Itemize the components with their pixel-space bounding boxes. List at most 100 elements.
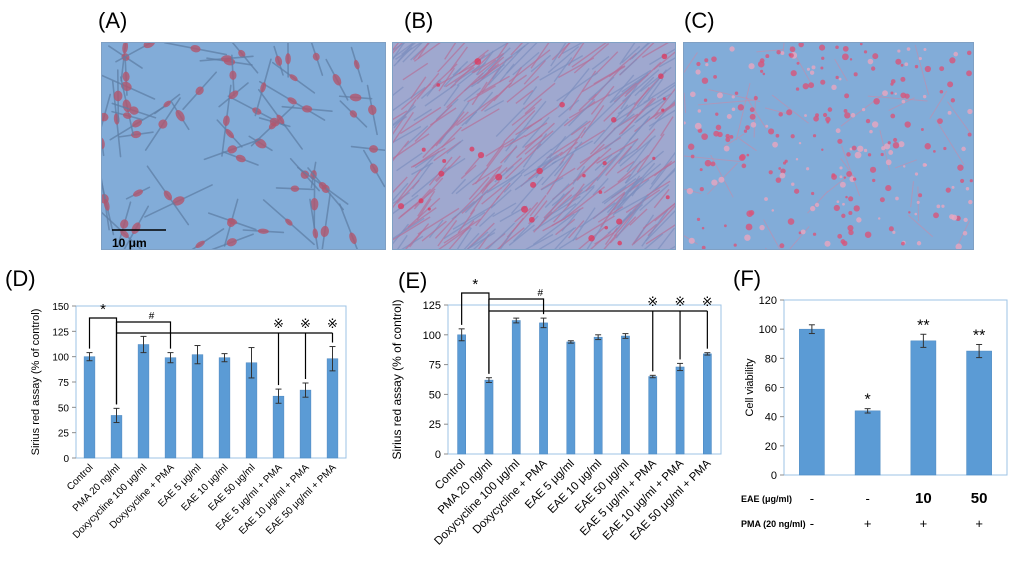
cell-body xyxy=(368,104,377,116)
fiber xyxy=(480,166,502,192)
cell-network xyxy=(745,96,767,129)
fiber xyxy=(393,115,407,127)
fiber xyxy=(645,210,675,242)
y-tick-label: 100 xyxy=(52,353,69,364)
fiber xyxy=(478,212,496,228)
red-spot xyxy=(924,143,931,150)
cell-body xyxy=(190,44,201,53)
red-spot xyxy=(871,66,876,71)
cell-network xyxy=(929,90,948,119)
fiber xyxy=(592,177,609,196)
red-spot xyxy=(867,58,874,65)
cell-body xyxy=(103,199,110,211)
red-spot xyxy=(898,141,905,148)
cell-body xyxy=(227,218,238,225)
fiber xyxy=(604,227,618,246)
fiber xyxy=(393,176,408,194)
red-spot xyxy=(865,118,871,124)
red-spot xyxy=(901,241,905,246)
red-spot xyxy=(582,173,586,178)
red-spot xyxy=(949,57,956,64)
red-spot xyxy=(794,188,800,194)
red-spot xyxy=(900,76,906,82)
red-spot xyxy=(699,186,704,192)
red-spot xyxy=(768,170,773,175)
bar xyxy=(621,335,630,455)
panel-label-a: (A) xyxy=(98,8,128,33)
bar xyxy=(799,328,825,476)
red-spot xyxy=(892,141,900,149)
fiber xyxy=(464,91,494,125)
fiber xyxy=(641,169,675,202)
red-spot xyxy=(822,112,828,118)
red-spot xyxy=(872,178,876,183)
fiber xyxy=(662,103,675,114)
cell-network xyxy=(684,92,687,114)
fiber xyxy=(617,113,635,128)
fiber xyxy=(393,182,409,202)
fiber xyxy=(414,154,434,169)
fiber xyxy=(551,140,594,165)
red-spot xyxy=(787,218,795,225)
fiber xyxy=(396,152,423,172)
red-spot xyxy=(836,200,840,204)
fiber xyxy=(525,233,554,249)
fiber xyxy=(422,119,459,159)
treatment-value: + xyxy=(864,516,872,531)
y-tick-label: 100 xyxy=(759,324,777,336)
red-spot xyxy=(966,70,972,77)
red-spot xyxy=(936,204,941,209)
cell-network xyxy=(698,99,756,106)
red-spot xyxy=(588,235,595,242)
fiber xyxy=(561,43,583,55)
cell-body xyxy=(223,115,230,126)
fiber xyxy=(393,43,413,59)
cell-body xyxy=(238,49,246,58)
fiber xyxy=(515,89,534,105)
fiber xyxy=(639,184,670,212)
red-spot xyxy=(827,107,833,112)
red-spot xyxy=(961,146,966,152)
fiber xyxy=(657,227,675,249)
y-axis-label: Sirius red assay (% of control) xyxy=(390,299,404,459)
red-spot xyxy=(718,176,725,183)
red-spot xyxy=(904,121,911,128)
fiber xyxy=(505,157,523,173)
fiber xyxy=(617,185,639,211)
fiber xyxy=(437,220,458,247)
fiber xyxy=(508,49,551,83)
red-spot xyxy=(901,99,906,104)
fiber xyxy=(520,148,553,175)
cell-network xyxy=(723,133,745,148)
cell-body xyxy=(122,43,129,54)
red-spot xyxy=(809,70,815,75)
cell-body xyxy=(129,106,139,115)
red-spot xyxy=(789,46,796,53)
fiber xyxy=(646,180,671,197)
fiber xyxy=(407,197,441,228)
cell-network xyxy=(910,181,914,208)
fiber xyxy=(514,160,557,191)
fiber xyxy=(648,109,675,127)
red-spot xyxy=(867,153,872,157)
red-spot xyxy=(815,113,819,118)
cell-network xyxy=(894,159,917,169)
red-spot xyxy=(847,225,854,232)
red-spot xyxy=(960,178,965,183)
fiber xyxy=(618,148,638,162)
fiber xyxy=(540,176,564,191)
red-spot xyxy=(908,211,911,214)
fiber xyxy=(547,45,580,74)
fiber xyxy=(631,43,650,60)
fiber xyxy=(457,209,476,234)
fiber xyxy=(487,47,523,86)
red-spot xyxy=(746,153,750,157)
fiber xyxy=(473,228,497,249)
fiber xyxy=(451,178,467,195)
significance-symbol: * xyxy=(472,276,478,293)
fiber xyxy=(444,43,457,60)
fiber xyxy=(463,87,481,102)
fiber xyxy=(414,104,453,142)
y-tick-label: 80 xyxy=(765,353,777,365)
fiber xyxy=(475,50,494,76)
